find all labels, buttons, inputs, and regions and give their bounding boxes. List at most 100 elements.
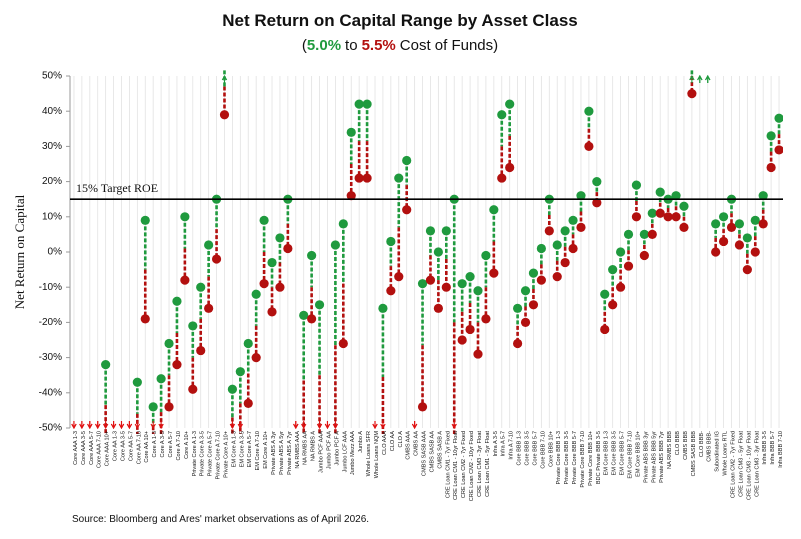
point xyxy=(536,243,546,254)
x-tick-label: Private ABS BBB 3yr xyxy=(643,431,649,483)
point xyxy=(671,191,681,201)
subtitle-between: to xyxy=(345,37,358,54)
point xyxy=(718,236,729,247)
point xyxy=(299,310,309,320)
point xyxy=(172,360,182,370)
point xyxy=(362,99,372,109)
x-tick-label: Infra A 5-7 xyxy=(501,431,507,457)
point xyxy=(378,303,388,313)
x-tick-label: Core AAA 10+ xyxy=(105,431,111,466)
point xyxy=(307,314,317,324)
x-tick-label: Whole Loans RTL xyxy=(723,431,729,476)
point xyxy=(513,338,523,349)
x-tick-label: Core AA 10+ xyxy=(144,431,150,463)
x-tick-label: Core AAA 5-7 xyxy=(89,431,95,465)
x-tick-label: Jumbo A xyxy=(358,431,364,453)
x-tick-label: Jumbo PCF A xyxy=(334,431,340,466)
point xyxy=(615,282,626,292)
point xyxy=(608,265,618,275)
point xyxy=(734,219,745,229)
x-tick-label: Core A 5-7 xyxy=(168,431,174,457)
point xyxy=(734,240,745,250)
point xyxy=(505,99,515,109)
point xyxy=(592,198,602,208)
point xyxy=(711,247,721,257)
point xyxy=(196,282,206,292)
x-tick-label: Core A 10+ xyxy=(184,431,190,459)
point xyxy=(568,243,578,254)
point xyxy=(101,360,111,370)
x-tick-label: Jumbo PCF AA xyxy=(326,431,332,470)
point xyxy=(402,155,412,166)
off-scale-arrow xyxy=(158,421,164,430)
x-tick-label: CRE Loan CM2 - 10yr Fixed xyxy=(469,431,475,501)
point xyxy=(267,307,277,317)
x-tick-label: NA RMBS BBB xyxy=(667,431,673,469)
point xyxy=(204,240,214,250)
y-tick-label: 30% xyxy=(42,141,62,152)
point xyxy=(164,338,174,349)
off-scale-arrow xyxy=(332,421,339,430)
point xyxy=(774,145,783,155)
point xyxy=(631,180,642,190)
x-tick-label: Jumbo PCF AAA xyxy=(319,431,325,473)
x-tick-label: Core AAA 7-10 xyxy=(97,431,103,468)
point xyxy=(172,296,182,306)
x-tick-label: CLO BBB- xyxy=(699,431,705,457)
point xyxy=(584,141,594,151)
y-tick-label: 40% xyxy=(42,106,62,117)
x-tick-label: EM Core A 10+ xyxy=(263,431,269,469)
x-tick-label: CMBS AAA xyxy=(406,431,412,460)
off-scale-arrow xyxy=(87,421,93,430)
x-tick-label: Subordinated IG xyxy=(715,431,721,472)
point xyxy=(188,384,198,394)
point xyxy=(164,402,174,412)
point xyxy=(552,240,562,250)
x-tick-label: EM Core BBB 7-10 xyxy=(628,431,634,479)
off-scale-arrow xyxy=(380,421,386,430)
point xyxy=(568,215,578,225)
grid xyxy=(73,76,780,428)
point xyxy=(140,314,150,324)
x-tick-label: NA RMBS A xyxy=(311,431,317,461)
x-tick-label: Private Core A 7-10 xyxy=(216,431,222,480)
overlay: Core AAA 1-3 Core AAA 3-5 Core AAA 5-7 Core… xyxy=(39,71,784,502)
point xyxy=(394,173,404,183)
point xyxy=(750,247,760,257)
off-scale-arrow xyxy=(150,421,156,430)
point xyxy=(489,205,499,215)
point xyxy=(402,205,412,215)
x-tick-label: Core A 7-10 xyxy=(176,431,182,461)
chart-title: Net Return on Capital Range by Asset Cla… xyxy=(222,11,578,30)
point xyxy=(180,212,190,222)
point xyxy=(417,279,428,289)
point xyxy=(211,254,222,264)
point xyxy=(663,212,673,222)
point xyxy=(520,286,531,296)
x-tick-label: Core AA 7-10 xyxy=(136,431,142,464)
off-scale-arrow xyxy=(451,421,457,430)
x-tick-label: Infra BBB 7-10 xyxy=(778,431,784,468)
x-tick-label: Private Core A 5-7 xyxy=(208,431,214,476)
x-tick-label: Private Core BBB 1-3 xyxy=(556,431,562,484)
point xyxy=(766,162,776,173)
point xyxy=(560,226,570,236)
x-tick-label: CMBS SASB BBB xyxy=(691,431,697,477)
point xyxy=(647,229,657,239)
point xyxy=(742,265,752,275)
point xyxy=(457,335,467,345)
point xyxy=(623,261,634,271)
subtitle-open: ( xyxy=(302,37,307,54)
legend-entry: 5.0% xyxy=(307,37,341,54)
point xyxy=(433,303,443,313)
x-tick-label: CLO BBB xyxy=(675,431,681,456)
off-scale-arrow xyxy=(372,421,378,430)
point xyxy=(520,317,531,327)
x-tick-label: Private ABS A 3yr xyxy=(271,431,277,475)
x-tick-label: CMBS SASB A xyxy=(437,431,443,469)
point xyxy=(489,268,499,278)
off-scale-arrow xyxy=(221,74,228,83)
source-note: Source: Bloomberg and Ares' market obser… xyxy=(72,514,369,525)
x-tick-label: EM Core BBB 5-7 xyxy=(620,431,626,475)
point xyxy=(774,113,783,123)
